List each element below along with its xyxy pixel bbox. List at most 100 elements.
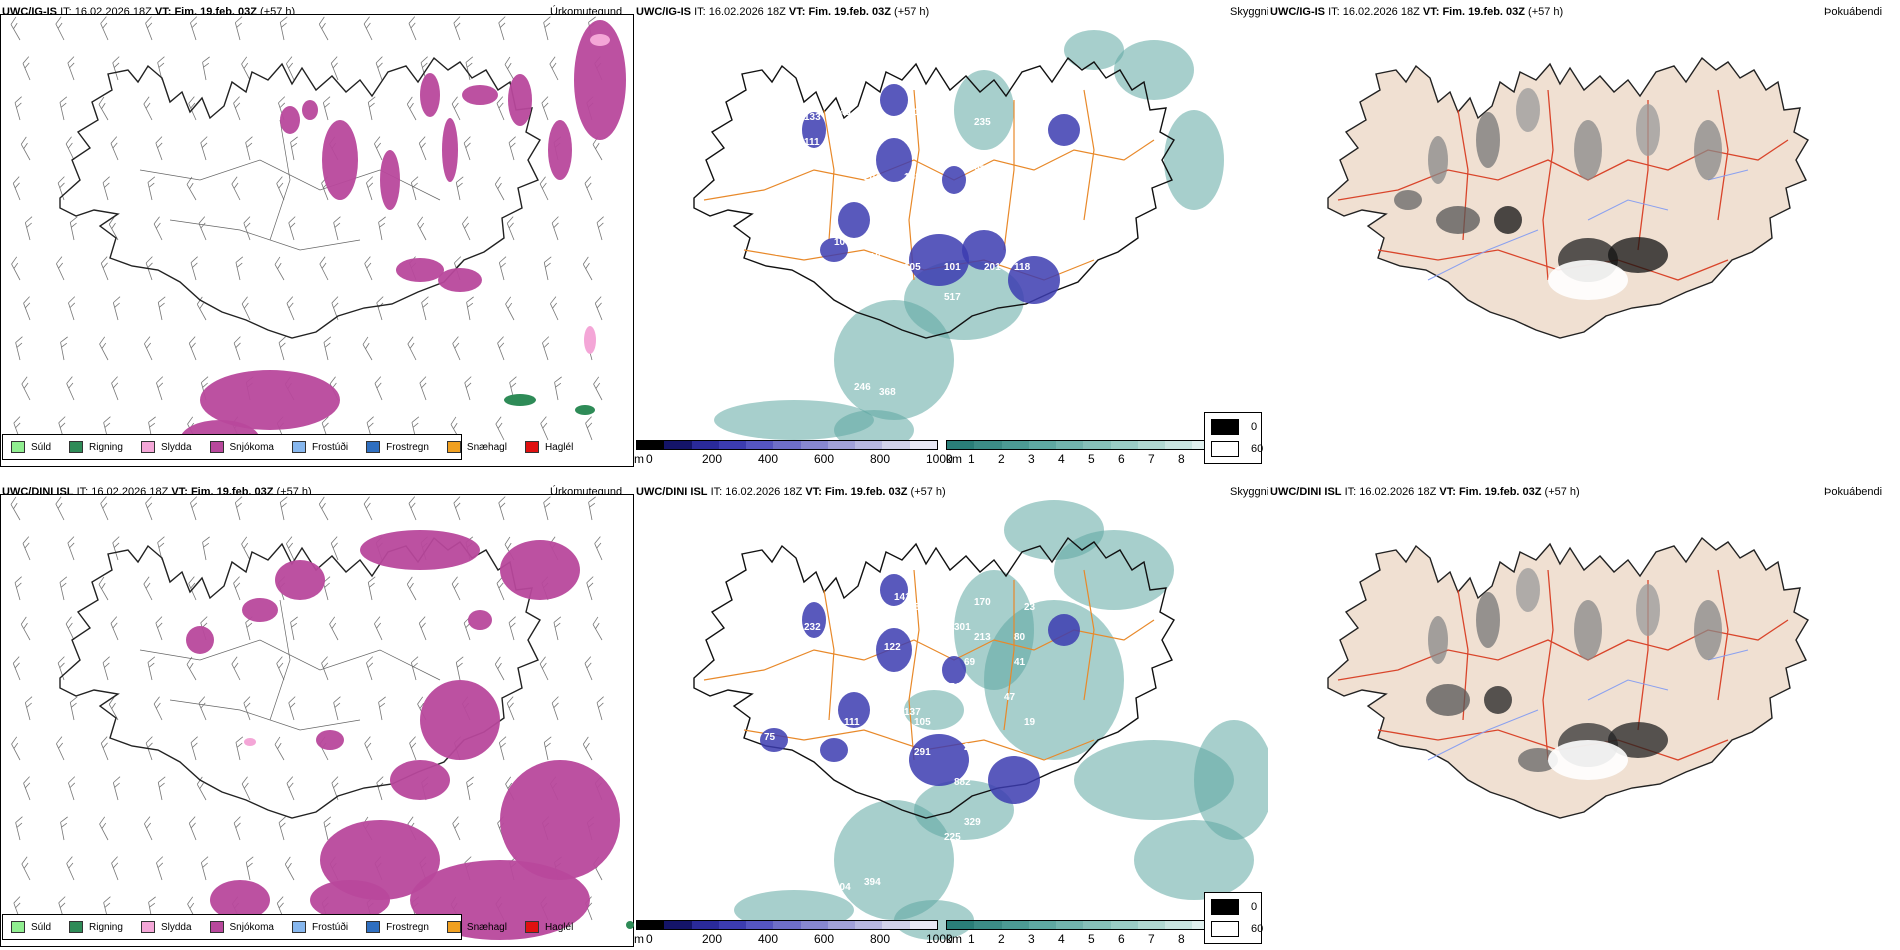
- peak-label: 47: [1004, 692, 1016, 703]
- wind-barb: [276, 656, 285, 681]
- wind-barb: [288, 216, 296, 241]
- wind-barb: [67, 536, 75, 561]
- wind-barb: [584, 656, 593, 681]
- fog-index-area: [1574, 600, 1602, 660]
- scale-step: [773, 441, 801, 449]
- peak-label: 227: [964, 742, 981, 753]
- peak-label: 144: [914, 107, 931, 118]
- wind-barb: [153, 696, 163, 721]
- peak-label: 201: [984, 262, 1001, 273]
- peak-label: 69: [964, 657, 976, 668]
- cloud-panel-top: UWC/IG-IS IT: 16.02.2026 18Z VT: Fim. 19…: [1268, 0, 1900, 470]
- fog-index-area: [1518, 748, 1558, 772]
- fog-index-area: [1574, 120, 1602, 180]
- elevation-tick: 0: [646, 932, 653, 946]
- scale-step: [882, 921, 910, 929]
- elevation-scale-bar: [636, 920, 938, 930]
- peak-label: 235: [974, 117, 991, 128]
- wind-barb: [494, 176, 505, 201]
- elevation-tick: 200: [702, 452, 723, 466]
- visibility-tick: 1: [968, 452, 975, 466]
- wind-barb: [374, 376, 383, 401]
- peak-label: 158: [904, 172, 921, 183]
- wind-barb: [188, 96, 197, 121]
- peak-label: 104: [834, 237, 851, 248]
- low-visibility-area: [1064, 30, 1124, 70]
- wind-barb: [333, 216, 341, 241]
- legend-swatch: [11, 441, 25, 453]
- peak-label: 55: [974, 162, 986, 173]
- wind-barb: [497, 336, 505, 361]
- visibility-map: 133 145 144 235 186 32 111 204 55 207 184 158 106 15 1…: [693, 30, 1224, 450]
- wind-barb: [200, 136, 208, 161]
- low-visibility-area: [1054, 530, 1174, 610]
- wind-barb: [363, 16, 373, 41]
- elevation-tick: 400: [758, 452, 779, 466]
- low-visibility-area: [1194, 720, 1268, 840]
- snow-area: [390, 760, 450, 800]
- wind-barb: [596, 696, 604, 721]
- wind-barb: [198, 696, 207, 721]
- wind-barb: [60, 816, 68, 841]
- wind-barb: [318, 496, 329, 521]
- wind-barb: [102, 656, 110, 681]
- wind-barb: [539, 176, 549, 201]
- legend-swatch: [1211, 921, 1239, 937]
- wind-barb: [241, 776, 251, 801]
- wind-barb: [498, 736, 507, 761]
- wind-barb: [464, 376, 472, 401]
- legend-swatch: [209, 441, 224, 453]
- wind-barb: [286, 776, 295, 801]
- road-lines: [139, 599, 441, 731]
- fog-index-area: [1428, 616, 1448, 664]
- wind-barb: [406, 96, 417, 121]
- scale-step: [1110, 921, 1138, 929]
- wind-barb: [495, 416, 505, 441]
- legend-swatch: [69, 441, 84, 453]
- wind-barb: [68, 296, 76, 321]
- wind-barb: [23, 296, 31, 321]
- wind-barb: [145, 16, 153, 41]
- precip-map: [0, 14, 634, 467]
- wind-barb: [155, 616, 163, 641]
- wind-barb: [554, 376, 562, 401]
- wind-barb: [378, 216, 386, 241]
- wind-barb: [112, 56, 120, 81]
- elevation-tick: 600: [814, 932, 835, 946]
- snow-area: [500, 760, 620, 880]
- wind-barb: [190, 16, 198, 41]
- iceland-outline: 133 145 144 235 186 32 111 204 55 207 184 158 106 15 1…: [693, 56, 1175, 398]
- fog-index-area: [1484, 686, 1512, 714]
- snow-area: [186, 626, 214, 654]
- wind-barb: [235, 256, 244, 281]
- legend-label: Súld: [31, 441, 52, 453]
- peak-label: 70: [969, 207, 981, 218]
- wind-barb: [452, 336, 461, 361]
- wind-barb: [329, 616, 339, 641]
- highland-area: [838, 692, 870, 728]
- fog-index-area: [1694, 600, 1722, 660]
- wind-barb: [586, 576, 594, 601]
- wind-barb: [286, 536, 295, 561]
- scale-step: [855, 921, 883, 929]
- peak-label: 301: [954, 622, 971, 633]
- wind-barb: [69, 216, 78, 241]
- panel-title: Skyggni: [1230, 486, 1268, 498]
- peak-label: 251: [944, 682, 961, 693]
- visibility-tick: 3: [1028, 452, 1035, 466]
- wind-barb: [100, 256, 109, 281]
- wind-barb: [375, 56, 383, 81]
- wind-barb: [498, 496, 506, 521]
- snow-area: [310, 880, 390, 920]
- legend-item: 60: [1211, 441, 1263, 457]
- wind-barb: [65, 136, 75, 161]
- peak-label: 137: [904, 707, 921, 718]
- scale-step: [800, 921, 828, 929]
- wind-barb: [245, 856, 254, 881]
- snow-area: [316, 730, 344, 750]
- wind-barb: [144, 336, 153, 361]
- wind-barb: [14, 576, 22, 601]
- wind-barb: [147, 656, 156, 681]
- iceland-outline: [1327, 56, 1809, 339]
